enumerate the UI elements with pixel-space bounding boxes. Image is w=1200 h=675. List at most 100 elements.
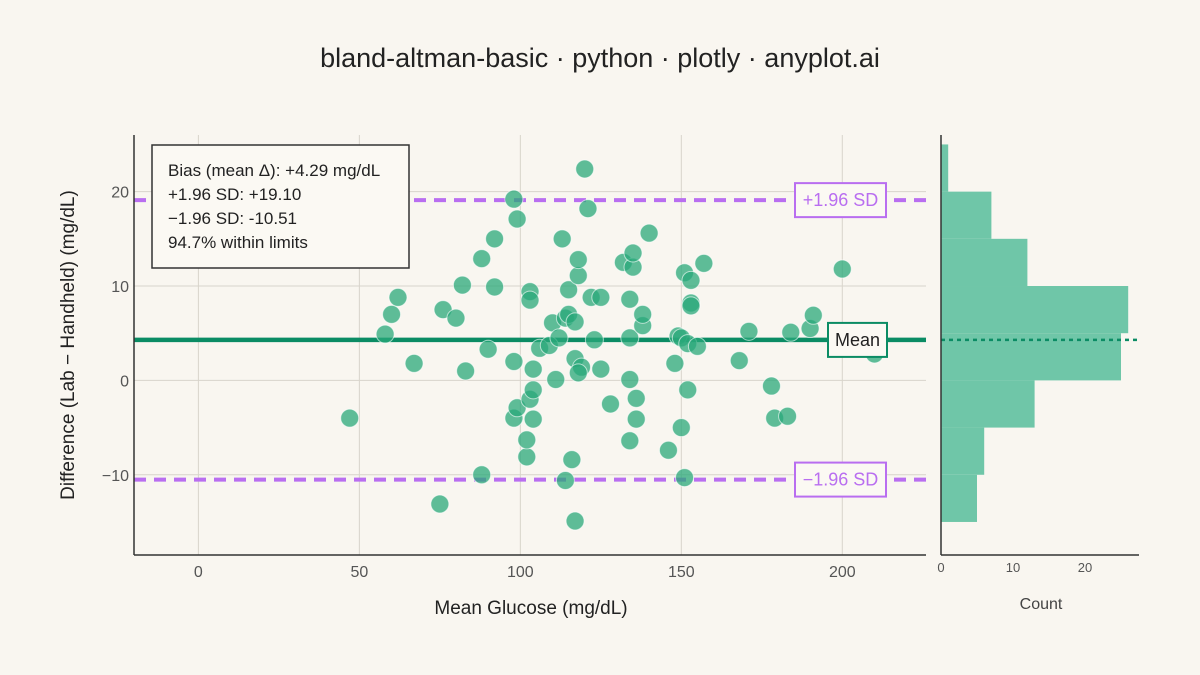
histogram-bar (941, 191, 992, 239)
histogram-x-tick-label: 10 (1006, 560, 1020, 575)
histogram-axes: 0 10 20 (937, 135, 1139, 575)
stats-bias: Bias (mean Δ): +4.29 mg/dL (168, 161, 380, 180)
y-tick-label: 10 (111, 279, 129, 296)
upper-limit-label-box (794, 182, 887, 219)
data-point (523, 359, 543, 379)
stats-box: Bias (mean Δ): +4.29 mg/dL +1.96 SD: +19… (151, 144, 410, 269)
data-point (523, 380, 543, 400)
stats-lower: −1.96 SD: -10.51 (168, 209, 297, 228)
histogram-bar (941, 474, 977, 522)
data-point (591, 287, 611, 307)
data-point (485, 277, 505, 297)
histogram-bar (941, 238, 1028, 287)
data-point (565, 511, 585, 531)
data-point (504, 352, 524, 372)
data-point (559, 280, 579, 300)
lower-limit-label-text: −1.96 SD (803, 470, 879, 490)
x-tick-label: 0 (194, 564, 203, 581)
lower-limit-label-box (794, 461, 887, 498)
data-point (584, 330, 604, 350)
histogram-bar (941, 286, 1129, 334)
data-point (565, 312, 585, 332)
data-point (832, 259, 852, 279)
data-point (578, 199, 598, 219)
data-point (739, 321, 759, 341)
data-point (517, 430, 537, 450)
data-point (681, 270, 701, 290)
data-point (803, 305, 823, 325)
data-point (485, 229, 505, 249)
y-tick-label: 20 (111, 185, 129, 202)
y-tick-label: 0 (120, 373, 129, 390)
main-plot-area: +1.96 SD −1.96 SD Mean 0 50 100 150 200 −10 0 10 2… (102, 135, 926, 581)
data-point (729, 351, 749, 371)
data-point (446, 308, 466, 328)
mean-label-box (827, 321, 888, 358)
data-point (388, 287, 408, 307)
data-point (452, 275, 472, 295)
data-point (575, 159, 595, 179)
data-point (523, 409, 543, 429)
data-point (591, 359, 611, 379)
data-point (626, 388, 646, 408)
histogram-bar (941, 144, 949, 192)
data-point (568, 250, 588, 270)
x-axis-title: Mean Glucose (mg/dL) (434, 598, 627, 619)
data-point (507, 209, 527, 229)
x-tick-label: 100 (507, 564, 534, 581)
data-point (761, 376, 781, 396)
data-point (340, 408, 360, 428)
upper-limit-label-text: +1.96 SD (803, 190, 879, 210)
y-tick-label: −10 (102, 468, 129, 485)
data-point (623, 243, 643, 263)
data-point (694, 253, 714, 273)
data-point (620, 289, 640, 309)
x-tick-label: 50 (350, 564, 368, 581)
histogram-x-title: Count (1020, 596, 1063, 613)
data-point (600, 394, 620, 414)
data-point (568, 363, 588, 383)
data-point (681, 296, 701, 316)
x-tick-label: 150 (668, 564, 695, 581)
data-point (665, 353, 685, 373)
stats-upper: +1.96 SD: +19.10 (168, 185, 301, 204)
chart-title: bland-altman-basic · python · plotly · a… (320, 43, 880, 73)
histogram-bars (941, 144, 1139, 522)
data-point (675, 468, 695, 488)
data-point (404, 353, 424, 373)
histogram-bar (941, 427, 985, 475)
data-point (626, 409, 646, 429)
y-axis-title: Difference (Lab − Handheld) (mg/dL) (58, 190, 79, 500)
data-point (382, 304, 402, 324)
histogram-panel: 0 10 20 (937, 135, 1139, 575)
data-point (568, 266, 588, 286)
main-axes: 0 50 100 150 200 −10 0 10 20 (102, 135, 926, 581)
data-point (546, 369, 566, 389)
data-point (562, 450, 582, 470)
stats-within: 94.7% within limits (168, 233, 308, 252)
data-point (517, 447, 537, 467)
data-point (472, 249, 492, 269)
data-point (639, 223, 659, 243)
histogram-x-tick-label: 20 (1078, 560, 1092, 575)
data-point (520, 290, 540, 310)
x-tick-label: 200 (829, 564, 856, 581)
data-point (430, 494, 450, 514)
data-point (781, 322, 801, 342)
data-point (504, 189, 524, 209)
data-point (658, 440, 678, 460)
data-point (478, 339, 498, 359)
mean-label-text: Mean (835, 330, 880, 350)
data-point (620, 369, 640, 389)
data-point (472, 465, 492, 485)
data-point (375, 324, 395, 344)
stats-box-frame (151, 144, 410, 269)
scatter-points (340, 159, 884, 531)
data-point (620, 431, 640, 451)
reference-labels: +1.96 SD −1.96 SD Mean (794, 182, 888, 498)
data-point (552, 229, 572, 249)
data-point (671, 418, 691, 438)
data-point (678, 380, 698, 400)
histogram-x-tick-label: 0 (937, 560, 944, 575)
